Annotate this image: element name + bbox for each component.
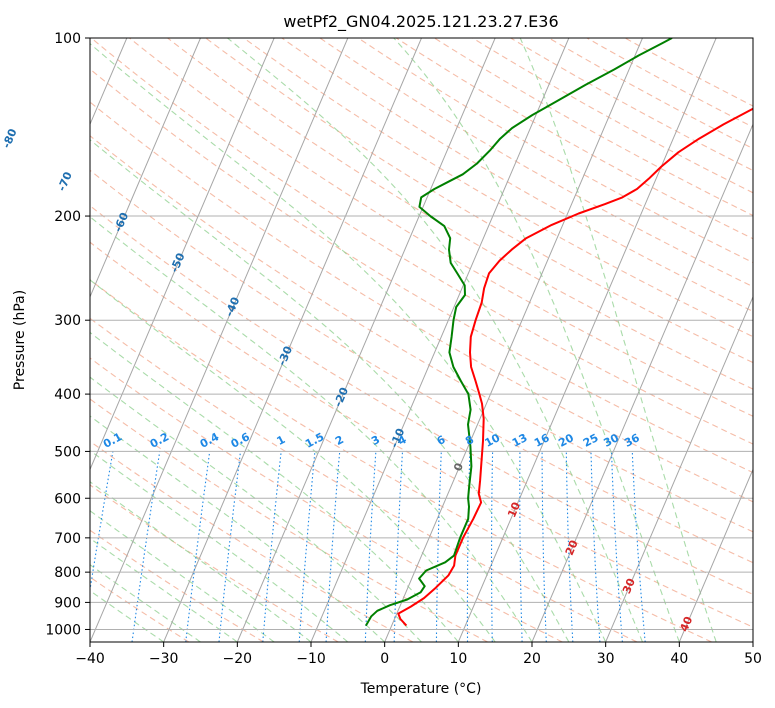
mixing-ratio-line — [262, 451, 282, 642]
y-tick-label: 600 — [54, 491, 81, 507]
mixing-ratio-line — [131, 451, 161, 642]
moist-adiabat-line — [90, 331, 459, 642]
moist-adiabat-line — [90, 481, 312, 642]
x-tick-label: 20 — [523, 651, 541, 667]
isotherm-line — [90, 38, 275, 471]
y-tick-label: 200 — [54, 209, 81, 225]
mixing-ratio-label: 20 — [556, 431, 576, 450]
mixing-ratio-label: 13 — [510, 431, 530, 450]
mixing-ratio-label: 25 — [581, 431, 601, 450]
dry-adiabat-line — [90, 205, 753, 596]
moist-adiabats — [90, 38, 717, 642]
skewed-isotherms — [90, 38, 753, 642]
x-tick-label: 50 — [744, 651, 762, 667]
mixing-ratio-line — [185, 451, 211, 642]
moist-adiabat-line — [90, 42, 607, 642]
y-tick-label: 900 — [54, 595, 81, 611]
x-tick-label: 40 — [670, 651, 688, 667]
axes-ticks: −40 −30 −20 −10 0 10 20 30 40 50 1000 900 800 700 600 5… — [45, 31, 762, 667]
dry-adiabat-line — [243, 38, 753, 338]
moist-adiabat-line — [90, 510, 275, 642]
dry-adiabat-line — [90, 317, 638, 642]
plot-area — [90, 38, 753, 642]
isotherm-label: 10 — [505, 500, 523, 519]
temperature-profile-line — [397, 107, 753, 627]
y-tick-label: 400 — [54, 387, 81, 403]
isotherm-line — [310, 38, 570, 642]
mixing-ratio-label: 16 — [532, 431, 552, 450]
isotherm-line — [678, 468, 753, 642]
y-tick-label: 100 — [54, 31, 81, 47]
isotherm-line — [236, 38, 496, 642]
chart-title: wetPf2_GN04.2025.121.23.27.E36 — [283, 12, 558, 32]
dry-adiabat-line — [90, 135, 753, 533]
y-tick-label: 1000 — [45, 622, 81, 638]
y-tick-label: 500 — [54, 444, 81, 460]
pressure-gridlines — [90, 38, 753, 630]
x-tick-label: −20 — [223, 651, 253, 667]
x-axis-label: Temperature (°C) — [360, 681, 482, 697]
moist-adiabat-line — [90, 590, 165, 642]
dry-adiabat-line — [90, 241, 753, 628]
moist-adiabat-line — [90, 564, 201, 642]
mixing-ratio-line — [218, 451, 242, 642]
x-tick-label: −10 — [296, 651, 326, 667]
y-axis-label: Pressure (hPa) — [12, 290, 28, 390]
mixing-ratio-line — [90, 451, 114, 594]
moist-adiabat-line — [393, 38, 680, 642]
x-tick-label: −30 — [149, 651, 179, 667]
x-tick-label: 30 — [597, 651, 615, 667]
mixing-ratio-label: 30 — [601, 431, 621, 450]
mixing-ratio-label: 10 — [483, 431, 503, 450]
x-tick-label: 10 — [449, 651, 467, 667]
isotherm-line — [90, 38, 201, 299]
mixing-ratio-label: 36 — [622, 431, 642, 450]
dry-adiabat-line — [90, 357, 563, 642]
profile-series — [365, 38, 753, 627]
isotherm-line — [457, 38, 717, 642]
moist-adiabat-line — [90, 279, 496, 642]
dry-adiabats — [90, 38, 753, 642]
dewpoint-profile-line — [365, 38, 673, 627]
dry-adiabat-line — [90, 68, 753, 474]
mixing-ratio-lines — [90, 451, 646, 642]
dry-adiabat-line — [129, 38, 753, 417]
moist-adiabat-line — [90, 139, 570, 642]
moist-adiabat-line — [90, 537, 238, 642]
plot-frame — [89, 37, 754, 643]
isotherm-line — [605, 295, 753, 642]
dry-adiabat-line — [167, 38, 753, 390]
isotherm-line — [90, 38, 349, 642]
dry-adiabat-line — [90, 169, 753, 564]
x-tick-label: 0 — [380, 651, 389, 667]
moist-adiabat-line — [519, 38, 717, 642]
dry-adiabat-line — [205, 38, 753, 364]
isotherm-line — [384, 38, 643, 642]
isotherm-label: 30 — [620, 576, 638, 595]
isotherm-label: 40 — [677, 614, 695, 633]
moist-adiabat-line — [227, 38, 644, 642]
dry-adiabat-line — [90, 440, 414, 642]
dry-adiabat-line — [90, 38, 753, 445]
x-tick-label: −40 — [75, 651, 105, 667]
moist-adiabat-line — [90, 216, 533, 642]
y-tick-label: 300 — [54, 313, 81, 329]
y-tick-label: 700 — [54, 531, 81, 547]
isotherm-line — [163, 38, 422, 642]
y-tick-label: 800 — [54, 565, 81, 581]
moist-adiabat-line — [90, 415, 386, 642]
isotherm-line — [531, 123, 753, 642]
isotherm-label: 20 — [563, 538, 581, 557]
